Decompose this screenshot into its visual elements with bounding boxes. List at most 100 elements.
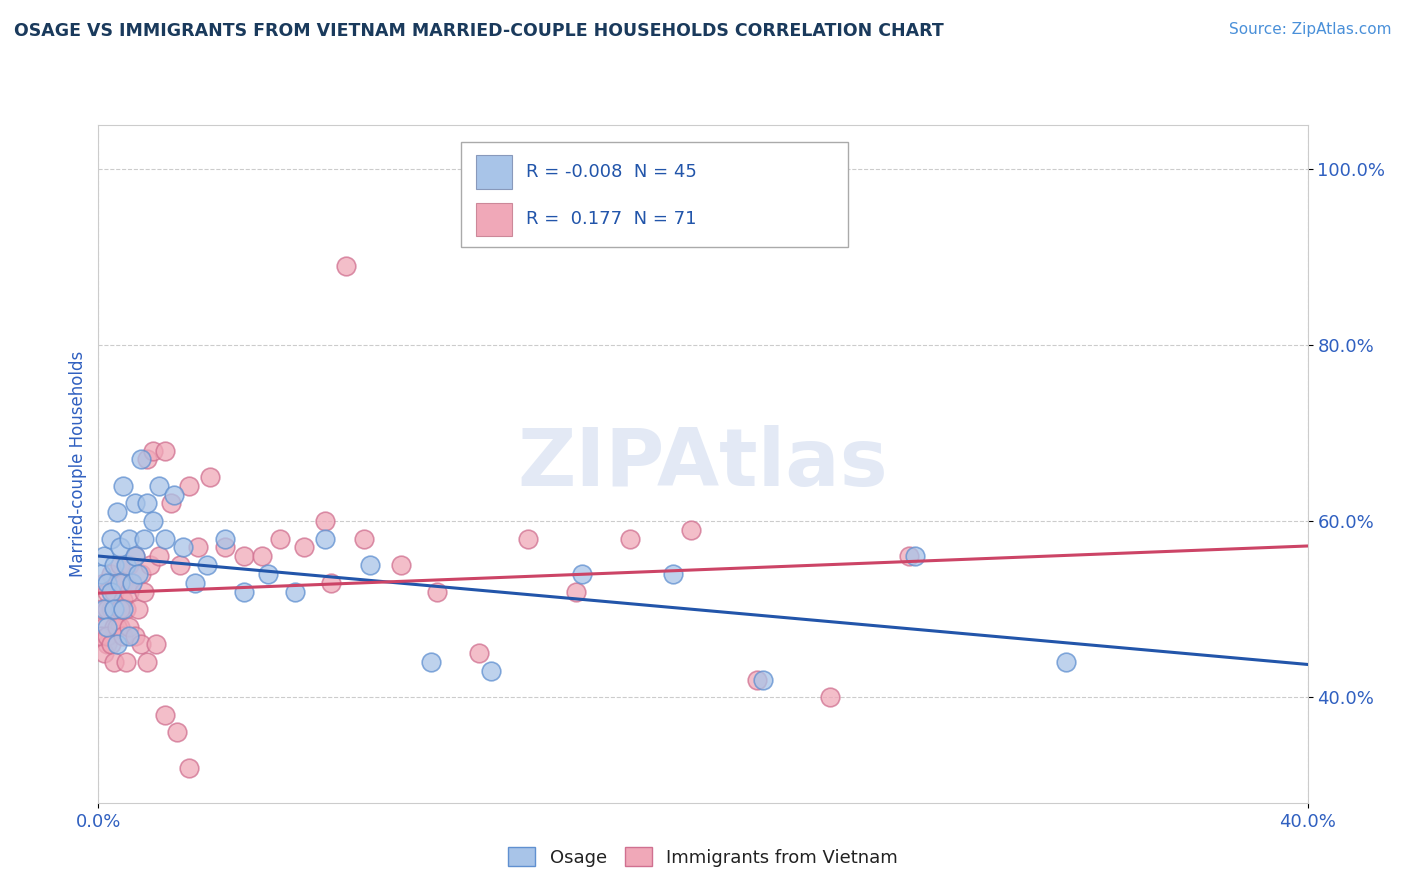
Point: [135, 452, 157, 467]
Point: [571, 566, 593, 581]
Point: [135, 655, 157, 669]
Point: [426, 584, 449, 599]
Point: [214, 532, 236, 546]
Point: [103, 602, 125, 616]
Point: [118, 628, 141, 642]
Point: [360, 558, 382, 573]
Point: [129, 452, 152, 467]
Point: [105, 602, 128, 616]
Point: [904, 549, 927, 564]
Point: [96, 602, 118, 616]
Point: [321, 575, 343, 590]
Point: [100, 532, 122, 546]
Point: [90, 628, 112, 642]
FancyBboxPatch shape: [461, 142, 848, 247]
Point: [105, 620, 128, 634]
Point: [108, 541, 131, 555]
Point: [121, 575, 143, 590]
Point: [111, 593, 134, 607]
Point: [619, 532, 641, 546]
Point: [105, 637, 128, 651]
Point: [419, 655, 441, 669]
Point: [111, 628, 134, 642]
Point: [153, 532, 176, 546]
Point: [118, 532, 141, 546]
Point: [661, 566, 683, 581]
Point: [145, 637, 167, 651]
Point: [187, 541, 209, 555]
Point: [127, 566, 149, 581]
Point: [818, 690, 841, 705]
Point: [108, 620, 131, 634]
Point: [111, 575, 134, 590]
Point: [90, 566, 112, 581]
Point: [166, 725, 188, 739]
Point: [105, 505, 128, 519]
Point: [153, 443, 176, 458]
Point: [129, 566, 152, 581]
Point: [111, 602, 134, 616]
Point: [129, 637, 152, 651]
Point: [100, 637, 122, 651]
Point: [96, 584, 118, 599]
Point: [256, 566, 278, 581]
Point: [118, 558, 141, 573]
Point: [169, 558, 191, 573]
Point: [148, 479, 170, 493]
Point: [96, 575, 118, 590]
Point: [103, 655, 125, 669]
Point: [177, 479, 201, 493]
Point: [314, 532, 336, 546]
Point: [93, 575, 115, 590]
Point: [132, 584, 155, 599]
Point: [148, 549, 170, 564]
Point: [468, 646, 491, 660]
Point: [118, 620, 141, 634]
Point: [135, 496, 157, 510]
Point: [96, 637, 118, 651]
Point: [121, 575, 143, 590]
Point: [108, 558, 131, 573]
Point: [184, 575, 207, 590]
Point: [124, 549, 146, 564]
Point: [93, 602, 115, 616]
Text: R =  0.177  N = 71: R = 0.177 N = 71: [526, 211, 697, 228]
Point: [124, 496, 146, 510]
Y-axis label: Married-couple Households: Married-couple Households: [69, 351, 87, 577]
Point: [200, 470, 222, 484]
Point: [103, 602, 125, 616]
Text: R = -0.008  N = 45: R = -0.008 N = 45: [526, 163, 697, 181]
Point: [314, 514, 336, 528]
Point: [93, 549, 115, 564]
Point: [897, 549, 920, 564]
Point: [100, 584, 122, 599]
Point: [114, 558, 136, 573]
Point: [100, 602, 122, 616]
Point: [132, 532, 155, 546]
Point: [232, 549, 254, 564]
Point: [127, 602, 149, 616]
Point: [177, 761, 201, 775]
Point: [114, 655, 136, 669]
Point: [516, 532, 538, 546]
Point: [747, 673, 769, 687]
Point: [565, 584, 588, 599]
Bar: [475, 155, 512, 189]
Point: [103, 584, 125, 599]
Point: [111, 479, 134, 493]
Point: [108, 575, 131, 590]
Point: [1054, 655, 1077, 669]
Point: [153, 707, 176, 722]
Point: [481, 664, 503, 678]
Point: [269, 532, 291, 546]
Point: [93, 620, 115, 634]
Bar: [475, 202, 512, 236]
Point: [292, 541, 315, 555]
Point: [752, 673, 775, 687]
Point: [195, 558, 218, 573]
Point: [108, 602, 131, 616]
Point: [96, 628, 118, 642]
Point: [90, 602, 112, 616]
Point: [103, 558, 125, 573]
Point: [124, 628, 146, 642]
